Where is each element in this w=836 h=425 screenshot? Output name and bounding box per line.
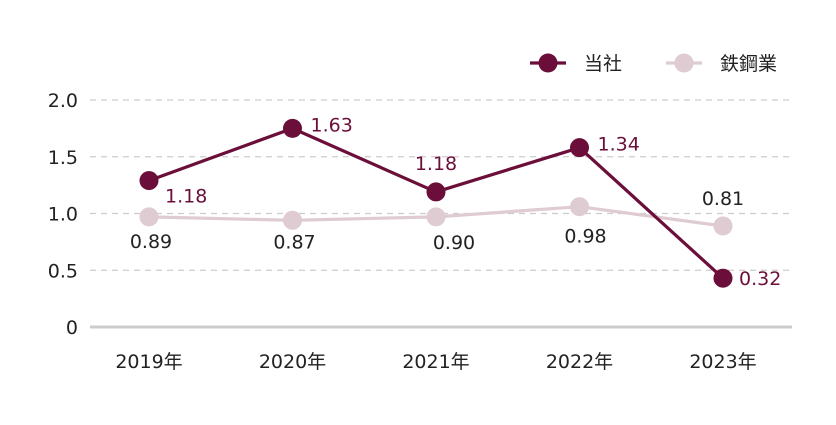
legend-item: 当社 <box>530 53 622 75</box>
y-tick-label: 0 <box>66 317 78 339</box>
data-label: 0.87 <box>273 231 315 253</box>
x-tick-label: 2020年 <box>259 351 326 373</box>
gridlines <box>90 99 792 329</box>
data-label: 0.89 <box>130 231 172 253</box>
x-tick-label: 2021年 <box>402 351 469 373</box>
x-tick-label: 2022年 <box>546 351 613 373</box>
data-point <box>139 207 159 227</box>
data-point <box>570 197 589 217</box>
data-label: 0.90 <box>433 232 475 254</box>
data-point <box>426 207 446 227</box>
data-point <box>283 118 302 138</box>
data-point <box>139 171 159 191</box>
x-axis-ticks: 2019年 2020年 2021年 2022年 2023年 <box>115 351 756 373</box>
legend-marker <box>674 53 694 73</box>
data-point <box>713 216 733 236</box>
y-tick-label: 0.5 <box>48 260 78 282</box>
series-company: 1.18 1.63 1.18 1.34 0.32 <box>139 114 781 290</box>
data-label: 0.81 <box>702 188 744 210</box>
data-label: 0.98 <box>564 226 606 248</box>
data-label: 1.18 <box>415 153 457 175</box>
data-label: 0.32 <box>739 268 781 290</box>
legend: 当社 鉄鋼業 <box>530 53 777 75</box>
data-label: 1.34 <box>598 134 640 156</box>
y-tick-label: 1.0 <box>48 204 78 226</box>
data-point <box>426 182 446 202</box>
legend-label: 当社 <box>584 53 622 75</box>
x-tick-label: 2019年 <box>115 351 182 373</box>
data-point <box>570 138 589 158</box>
legend-item: 鉄鋼業 <box>666 53 777 75</box>
x-tick-label: 2023年 <box>689 351 756 373</box>
legend-marker <box>538 53 558 73</box>
data-label: 1.18 <box>165 186 207 208</box>
data-point <box>283 210 302 230</box>
y-tick-label: 2.0 <box>48 90 78 112</box>
y-tick-label: 1.5 <box>48 147 78 169</box>
series-group: 0.89 0.87 0.90 0.98 0.81 1.18 1.63 1.18 1.34 0.32 <box>130 114 781 290</box>
data-label: 1.63 <box>311 114 353 136</box>
data-point <box>713 268 733 288</box>
y-axis-ticks: 0 0.5 1.0 1.5 2.0 <box>48 90 78 339</box>
legend-label: 鉄鋼業 <box>720 53 777 75</box>
series-steel-industry: 0.89 0.87 0.90 0.98 0.81 <box>130 188 744 254</box>
